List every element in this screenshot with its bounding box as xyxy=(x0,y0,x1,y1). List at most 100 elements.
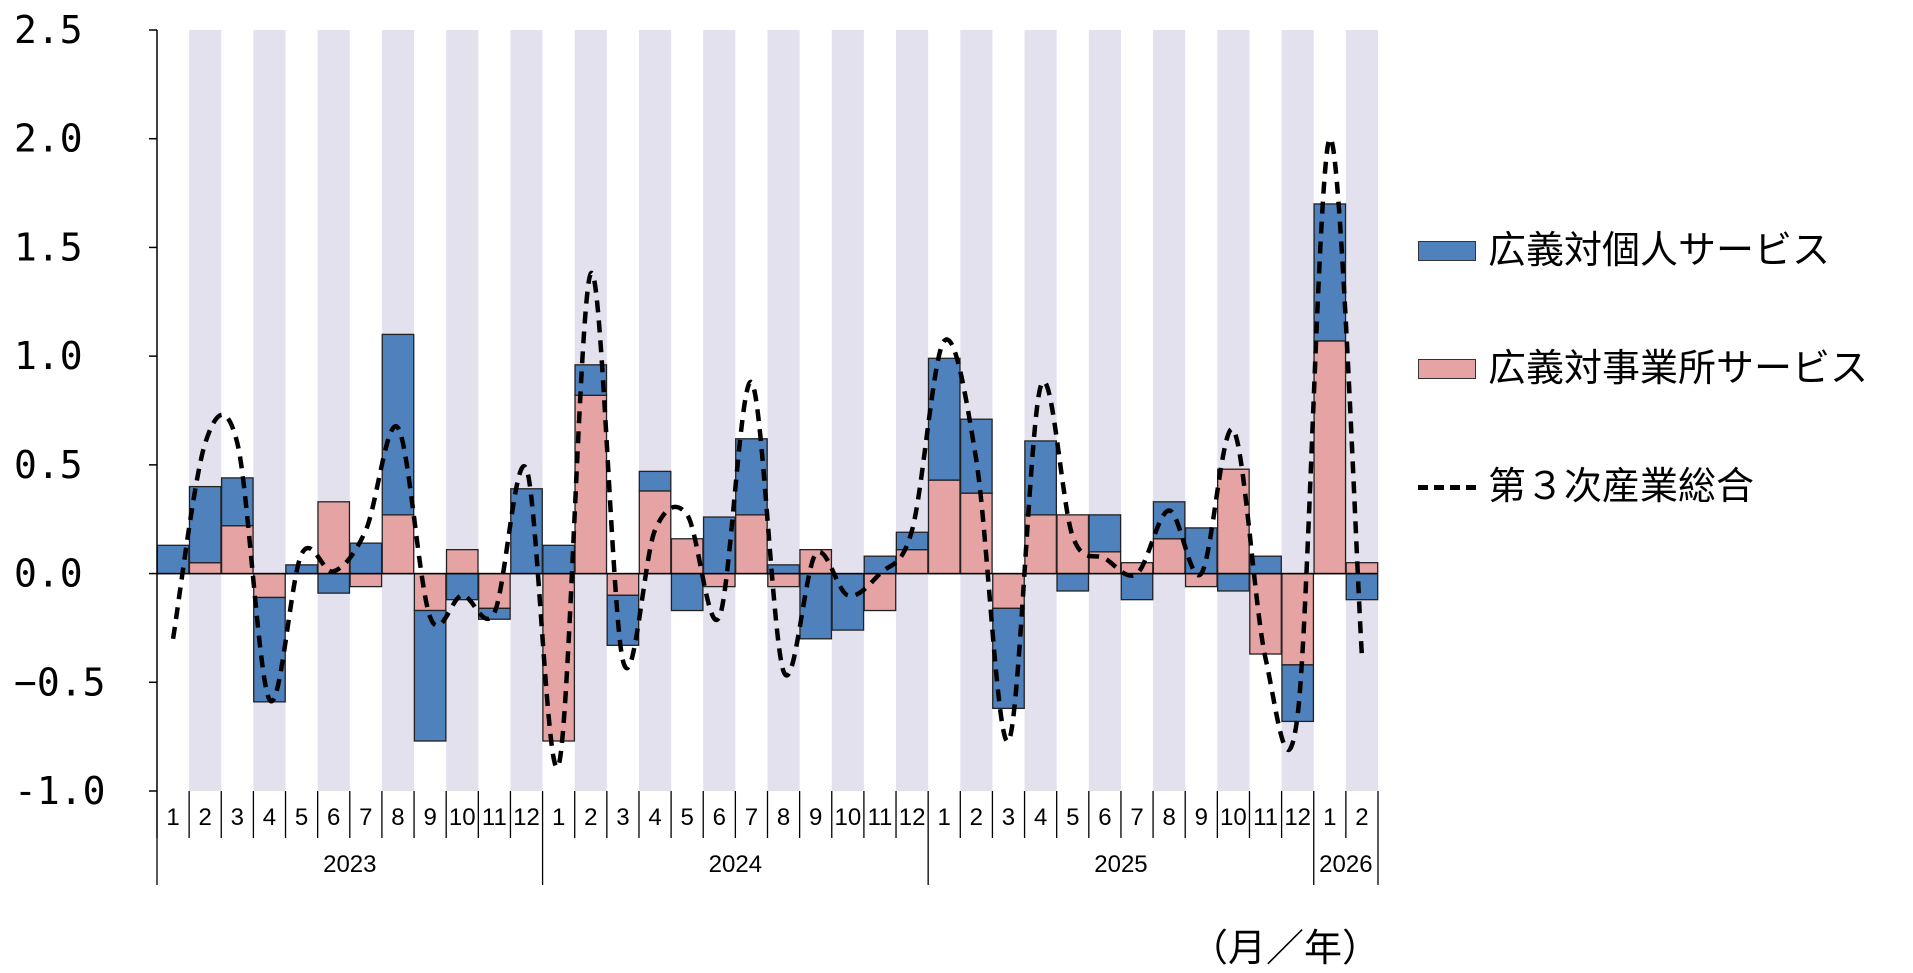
month-tick-label: 3 xyxy=(616,804,629,831)
bar-business xyxy=(1345,562,1379,575)
shade-band xyxy=(1217,30,1250,791)
shade-band xyxy=(703,30,736,791)
month-tick-label: 6 xyxy=(1098,804,1111,831)
bar-personal xyxy=(285,564,318,575)
month-tick-label: 4 xyxy=(1034,804,1047,831)
bar-business xyxy=(735,514,768,575)
legend-swatch-personal xyxy=(1418,241,1476,261)
month-tick-label: 2 xyxy=(584,804,597,831)
bar-business xyxy=(927,479,961,575)
shade-band xyxy=(638,30,672,791)
alternate-month-bands xyxy=(189,30,1378,791)
month-tick-label: 8 xyxy=(1162,804,1175,831)
month-tick-label: 8 xyxy=(777,804,790,831)
bar-personal xyxy=(1088,514,1122,553)
month-tick-label: 10 xyxy=(1220,804,1247,831)
year-tick-label: 2024 xyxy=(709,851,762,878)
month-tick-label: 11 xyxy=(867,804,892,831)
shade-band xyxy=(896,30,929,791)
month-tick-label: 11 xyxy=(1253,804,1278,831)
shade-band xyxy=(960,30,993,791)
bar-business xyxy=(1313,340,1347,575)
year-tick-label: 2025 xyxy=(1094,851,1147,878)
month-tick-label: 1 xyxy=(166,804,179,831)
y-tick-label: 0.5 xyxy=(14,443,83,487)
bar-business xyxy=(1152,538,1186,575)
legend-item-total: 第３次産業総合 xyxy=(1418,466,1908,506)
month-tick-label: 2 xyxy=(970,804,983,831)
y-tick-label: 1.5 xyxy=(14,225,83,269)
bar-business xyxy=(702,572,736,588)
bar-personal xyxy=(1152,501,1186,540)
shade-band xyxy=(189,30,222,791)
y-tick-label: 1.0 xyxy=(14,334,83,378)
bar-business xyxy=(220,525,254,575)
month-tick-label: 7 xyxy=(1130,804,1143,831)
legend-label-business: 広義対事業所サービス xyxy=(1488,346,1869,390)
month-tick-label: 3 xyxy=(231,804,244,831)
bar-personal xyxy=(1056,572,1090,592)
y-tick-label: -1.0 xyxy=(14,769,106,813)
month-tick-label: 6 xyxy=(713,804,726,831)
month-tick-label: 2 xyxy=(199,804,212,831)
bar-business xyxy=(188,562,222,575)
bar-personal xyxy=(638,470,672,492)
month-tick-label: 12 xyxy=(513,804,540,831)
year-tick-label: 2026 xyxy=(1319,851,1372,878)
bar-personal xyxy=(1120,572,1154,601)
bar-personal xyxy=(253,596,286,703)
bar-business xyxy=(349,572,383,588)
month-tick-label: 6 xyxy=(327,804,340,831)
bar-personal xyxy=(349,542,383,575)
month-tick-label: 4 xyxy=(263,804,276,831)
bar-business xyxy=(413,572,447,612)
month-tick-label: 7 xyxy=(745,804,758,831)
bar-personal xyxy=(317,572,351,594)
month-tick-label: 12 xyxy=(899,804,926,831)
bar-personal xyxy=(1281,664,1315,723)
bar-business xyxy=(445,549,479,575)
legend-swatch-business xyxy=(1418,359,1476,379)
bar-personal xyxy=(1024,440,1058,516)
y-tick-label: 2.0 xyxy=(14,117,83,161)
legend-label-personal: 広義対個人サービス xyxy=(1488,228,1831,272)
bar-personal xyxy=(445,572,479,601)
month-tick-label: 12 xyxy=(1284,804,1311,831)
shade-band xyxy=(510,30,543,791)
x-axis-unit-label: （月／年） xyxy=(1190,926,1381,970)
month-tick-label: 9 xyxy=(1195,804,1208,831)
shade-band xyxy=(1088,30,1121,791)
month-tick-label: 1 xyxy=(552,804,565,831)
bar-personal xyxy=(606,594,640,646)
bar-business xyxy=(863,572,897,612)
bar-business xyxy=(606,572,640,596)
bar-personal xyxy=(413,609,447,742)
bar-personal xyxy=(542,544,576,575)
month-tick-label: 10 xyxy=(834,804,861,831)
bar-personal xyxy=(927,357,961,481)
bar-personal xyxy=(1217,572,1250,592)
legend-item-business: 広義対事業所サービス xyxy=(1418,348,1908,388)
month-tick-label: 5 xyxy=(680,804,693,831)
bar-business xyxy=(381,514,415,575)
shade-band xyxy=(767,30,800,791)
month-tick-label: 10 xyxy=(449,804,476,831)
shade-band xyxy=(1153,30,1186,791)
month-tick-label: 4 xyxy=(648,804,661,831)
bar-business xyxy=(1249,572,1282,655)
line-series xyxy=(170,136,1365,770)
y-tick-label: 2.5 xyxy=(14,8,83,52)
bar-business xyxy=(253,572,286,599)
y-tick-label: −0.5 xyxy=(14,660,106,704)
bar-business xyxy=(1024,514,1058,575)
shade-band xyxy=(831,30,864,791)
month-tick-label: 1 xyxy=(1323,804,1336,831)
bar-business xyxy=(992,572,1025,610)
bar-business xyxy=(477,572,511,610)
bar-business xyxy=(1281,572,1315,666)
month-tick-label: 9 xyxy=(423,804,436,831)
month-tick-label: 11 xyxy=(482,804,507,831)
y-tick-labels: -1.0 −0.5 0.0 0.5 1.0 1.5 2.0 2.5 xyxy=(14,8,106,813)
bar-business xyxy=(1056,514,1090,575)
